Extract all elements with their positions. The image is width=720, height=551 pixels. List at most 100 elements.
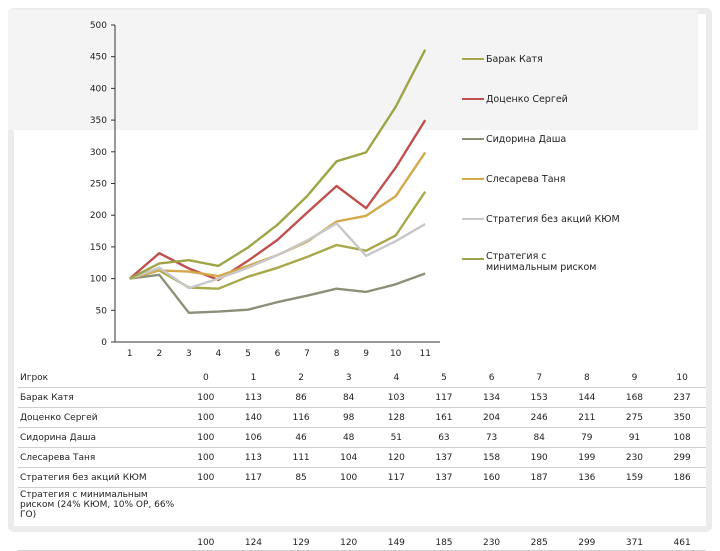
row-label: Игрок	[18, 368, 182, 388]
x-tick-label: 4	[216, 349, 222, 359]
x-tick-label: 1	[127, 349, 133, 359]
row-label: Стратегия с минимальным риском (24% КЮМ,…	[18, 487, 182, 551]
row-label: Слесарева Таня	[18, 447, 182, 468]
y-tick-label: 350	[90, 116, 107, 126]
table-cell: 117	[372, 467, 421, 488]
table-cell: 230	[467, 487, 516, 551]
table-cell: 108	[658, 427, 706, 448]
table-cell: 129	[277, 487, 325, 551]
table-row: Стратегия без акций КЮМ 100 117 85 100 117 137…	[18, 467, 706, 488]
table-cell: 246	[515, 407, 563, 428]
table-cell: 187	[515, 467, 563, 488]
series-line-2	[129, 119, 427, 282]
table-cell: 160	[467, 467, 516, 488]
table-cell: 299	[563, 487, 611, 551]
table-cell: 113	[229, 387, 278, 408]
y-tick-label: 450	[90, 53, 107, 63]
table-cell: 275	[610, 407, 659, 428]
data-table: Игрок 0 1 2 3 4 5 6 7 8 9 10 Барак Катя 100 113 86 84 103…	[18, 368, 706, 551]
table-row: Барак Катя 100 113 86 84 103 117 134 153 144 168 23…	[18, 387, 706, 408]
table-cell: 371	[610, 487, 659, 551]
table-cell: 100	[182, 447, 230, 468]
table-cell: 85	[277, 467, 325, 488]
table-cell: 5	[420, 368, 468, 388]
table-cell: 63	[420, 427, 468, 448]
table-cell: 136	[563, 467, 611, 488]
table-cell: 299	[658, 447, 706, 468]
table-cell: 461	[658, 487, 706, 551]
table-row: Слесарева Таня 100 113 111 104 120 137 158 190 19…	[18, 447, 706, 468]
table-cell: 2	[277, 368, 325, 388]
table-cell: 140	[229, 407, 278, 428]
table-cell: 4	[372, 368, 421, 388]
x-tick-labels: 1 2 3 4 5 6 7 8 9 10 11	[127, 349, 431, 359]
table-row: Стратегия с минимальным риском (24% КЮМ,…	[18, 487, 706, 551]
table-cell: 100	[182, 487, 230, 551]
row-label: Стратегия без акций КЮМ	[18, 467, 182, 488]
table-cell: 124	[229, 487, 278, 551]
legend-label: Слесарева Таня	[486, 174, 565, 185]
y-tick-label: 0	[101, 338, 107, 348]
y-tick-label: 100	[90, 275, 107, 285]
y-tick-label: 150	[90, 243, 107, 253]
y-tick-label: 250	[90, 180, 107, 190]
x-tick-label: 8	[334, 349, 340, 359]
x-tick-label: 9	[363, 349, 369, 359]
table-cell: 161	[420, 407, 468, 428]
legend-label: Доценко Сергей	[486, 94, 568, 105]
table-cell: 48	[324, 427, 373, 448]
table-cell: 1	[229, 368, 278, 388]
table-cell: 153	[515, 387, 563, 408]
table-cell: 84	[515, 427, 563, 448]
table-cell: 128	[372, 407, 421, 428]
series-lines	[129, 49, 427, 314]
y-tick-label: 300	[90, 148, 107, 158]
table-cell: 113	[229, 447, 278, 468]
table-cell: 111	[277, 447, 325, 468]
table-cell: 3	[324, 368, 373, 388]
table-cell: 73	[467, 427, 516, 448]
table-cell: 46	[277, 427, 325, 448]
series-line-3	[129, 272, 426, 314]
y-tick-label: 200	[90, 211, 107, 221]
table-cell: 185	[420, 487, 468, 551]
table-cell: 137	[420, 447, 468, 468]
table-cell: 91	[610, 427, 659, 448]
table-cell: 120	[324, 487, 373, 551]
table-cell: 7	[515, 368, 563, 388]
table-cell: 100	[182, 427, 230, 448]
x-tick-label: 11	[420, 349, 431, 359]
table-cell: 237	[658, 387, 706, 408]
table-cell: 120	[372, 447, 421, 468]
table-cell: 285	[515, 487, 563, 551]
table-cell: 84	[324, 387, 373, 408]
legend-label: Сидорина Даша	[486, 134, 566, 145]
table-cell: 100	[182, 387, 230, 408]
table-cell: 104	[324, 447, 373, 468]
y-tick-label: 400	[90, 84, 107, 94]
table-cell: 8	[563, 368, 611, 388]
table-cell: 106	[229, 427, 278, 448]
table-cell: 117	[229, 467, 278, 488]
table-cell: 103	[372, 387, 421, 408]
y-tick-label: 500	[90, 21, 107, 31]
table-cell: 168	[610, 387, 659, 408]
table-cell: 158	[467, 447, 516, 468]
table-cell: 98	[324, 407, 373, 428]
table-cell: 230	[610, 447, 659, 468]
legend-label: Барак Катя	[486, 54, 543, 65]
table-row: Доценко Сергей 100 140 116 98 128 161 204 246 211…	[18, 407, 706, 428]
series-line-6	[129, 49, 427, 280]
series-line-5	[129, 222, 426, 290]
table-cell: 199	[563, 447, 611, 468]
chart-legend: Барак Катя Доценко Сергей Сидорина Даша Сле…	[462, 54, 620, 273]
table-cell: 6	[467, 368, 516, 388]
table-cell: 116	[277, 407, 325, 428]
table-cell: 10	[658, 368, 706, 388]
table-cell: 86	[277, 387, 325, 408]
table-cell: 137	[420, 467, 468, 488]
table-cell: 149	[372, 487, 421, 551]
row-label: Сидорина Даша	[18, 427, 182, 448]
x-tick-label: 10	[390, 349, 402, 359]
table-cell: 159	[610, 467, 659, 488]
